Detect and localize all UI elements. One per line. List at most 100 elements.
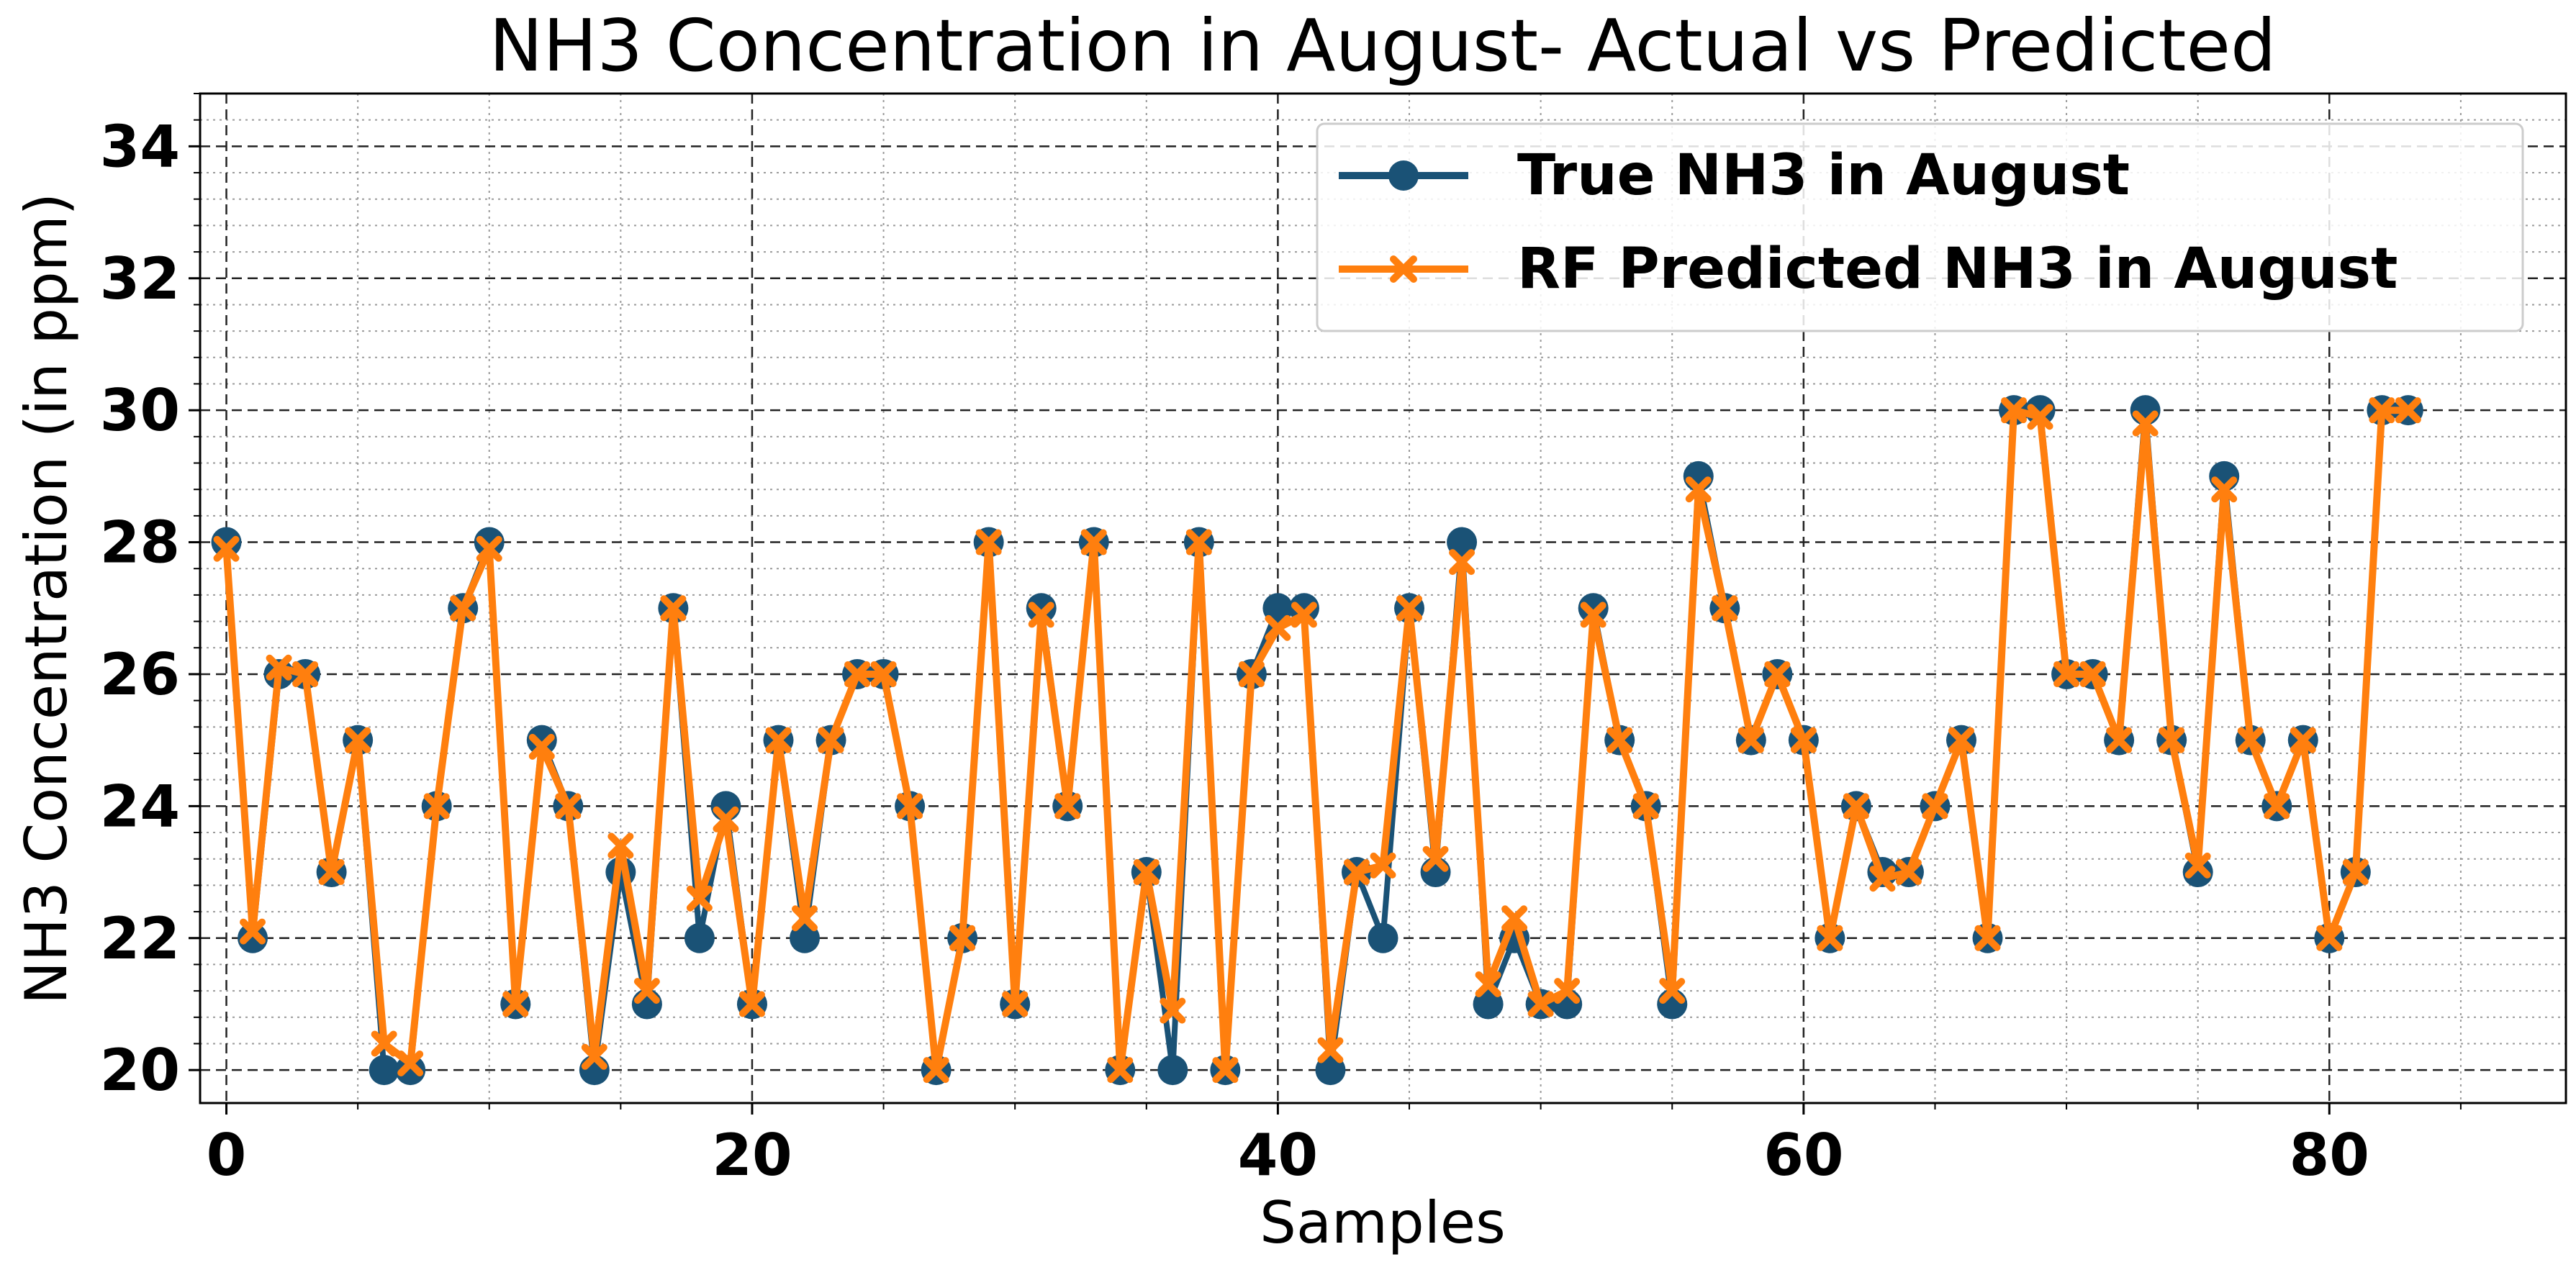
data-point <box>923 1057 949 1084</box>
data-point <box>2001 397 2028 424</box>
data-point <box>1185 529 1212 555</box>
data-point <box>1632 793 1659 820</box>
data-point <box>1501 905 1528 932</box>
data-point <box>502 991 529 1017</box>
y-tick-label: 30 <box>100 377 180 444</box>
data-point <box>2342 859 2369 886</box>
data-point <box>2264 793 2290 820</box>
data-point <box>450 595 476 622</box>
data-point <box>2106 727 2133 753</box>
data-point <box>1080 529 1107 555</box>
data-point <box>1659 978 1686 1004</box>
legend-marker-rf <box>1390 255 1417 283</box>
data-point <box>2053 661 2080 687</box>
data-point <box>213 535 240 562</box>
data-point <box>238 922 268 953</box>
data-point <box>292 661 319 687</box>
data-point <box>1054 793 1081 820</box>
data-point <box>1527 991 1554 1017</box>
data-point <box>1026 593 1057 624</box>
data-point <box>1343 859 1370 886</box>
y-tick-label: 26 <box>100 641 180 708</box>
x-axis-label: Samples <box>1260 1189 1506 1256</box>
data-point <box>1107 1057 1134 1084</box>
legend-label-true: True NH3 in August <box>1517 143 2130 208</box>
data-point <box>2159 727 2185 753</box>
data-point <box>818 727 844 753</box>
data-point <box>1317 1037 1344 1063</box>
y-tick-label: 22 <box>100 905 180 972</box>
data-point <box>474 527 505 558</box>
data-point <box>1370 852 1396 879</box>
data-point <box>1606 727 1633 753</box>
data-point <box>2237 727 2264 753</box>
data-point <box>713 806 739 832</box>
plot-frame <box>199 92 2567 1104</box>
data-point <box>2182 857 2213 888</box>
data-point <box>1265 614 1291 641</box>
data-point <box>1869 866 1896 892</box>
data-point <box>1922 793 1948 820</box>
data-point <box>2369 397 2395 424</box>
data-point <box>2211 476 2238 503</box>
data-point <box>2184 852 2211 879</box>
axis-ticks: 0 20 40 60 80 20 22 24 26 28 30 32 34 <box>100 93 2462 1189</box>
data-point <box>660 595 687 622</box>
data-point <box>318 859 345 886</box>
data-point <box>397 1050 424 1076</box>
data-point <box>1475 971 1501 997</box>
data-point <box>2027 404 2053 430</box>
data-point <box>1817 925 1843 951</box>
data-point <box>949 925 976 951</box>
data-point <box>240 918 266 945</box>
legend-box <box>1316 122 2524 332</box>
data-point <box>345 727 371 753</box>
data-point <box>526 725 557 756</box>
data-point <box>1212 1057 1239 1084</box>
data-point <box>1449 549 1475 576</box>
data-point <box>476 535 502 562</box>
data-point <box>581 1043 607 1070</box>
y-tick-label: 32 <box>100 245 180 312</box>
data-point <box>686 885 713 912</box>
x-tick-label: 0 <box>207 1122 247 1189</box>
data-point <box>738 991 765 1017</box>
y-tick-label: 20 <box>100 1037 180 1104</box>
data-point <box>2079 661 2106 687</box>
x-tick-label: 80 <box>2290 1122 2369 1189</box>
data-point <box>975 529 1002 555</box>
series-layer <box>211 395 2423 1086</box>
data-point <box>1160 997 1186 1024</box>
data-point <box>371 1030 397 1057</box>
data-point <box>870 661 897 687</box>
data-point <box>1685 476 1712 503</box>
data-point <box>1396 595 1423 622</box>
data-point <box>1764 661 1791 687</box>
legend: True NH3 in August RF Predicted NH3 in A… <box>1316 122 2524 332</box>
data-point <box>1790 727 1817 753</box>
data-point <box>2132 410 2159 437</box>
data-point <box>765 727 792 753</box>
data-point <box>1291 602 1317 628</box>
y-tick-label: 34 <box>100 113 180 180</box>
legend-label-rf: RF Predicted NH3 in August <box>1517 237 2398 301</box>
data-point <box>897 793 923 820</box>
x-tick-label: 60 <box>1763 1122 1843 1189</box>
data-point <box>1028 602 1054 628</box>
data-point <box>607 832 634 859</box>
data-point <box>1974 925 2001 951</box>
data-point <box>423 793 450 820</box>
data-point <box>2316 925 2343 951</box>
data-point <box>844 661 871 687</box>
data-point <box>1422 845 1449 872</box>
data-point <box>395 1055 426 1086</box>
data-point <box>266 654 292 681</box>
y-tick-label: 28 <box>100 509 180 576</box>
data-point <box>1157 1055 1188 1086</box>
x-tick-label: 40 <box>1238 1122 1318 1189</box>
data-point <box>684 922 715 953</box>
data-point <box>1368 922 1398 953</box>
data-point <box>1578 593 1609 624</box>
data-point <box>2290 727 2316 753</box>
